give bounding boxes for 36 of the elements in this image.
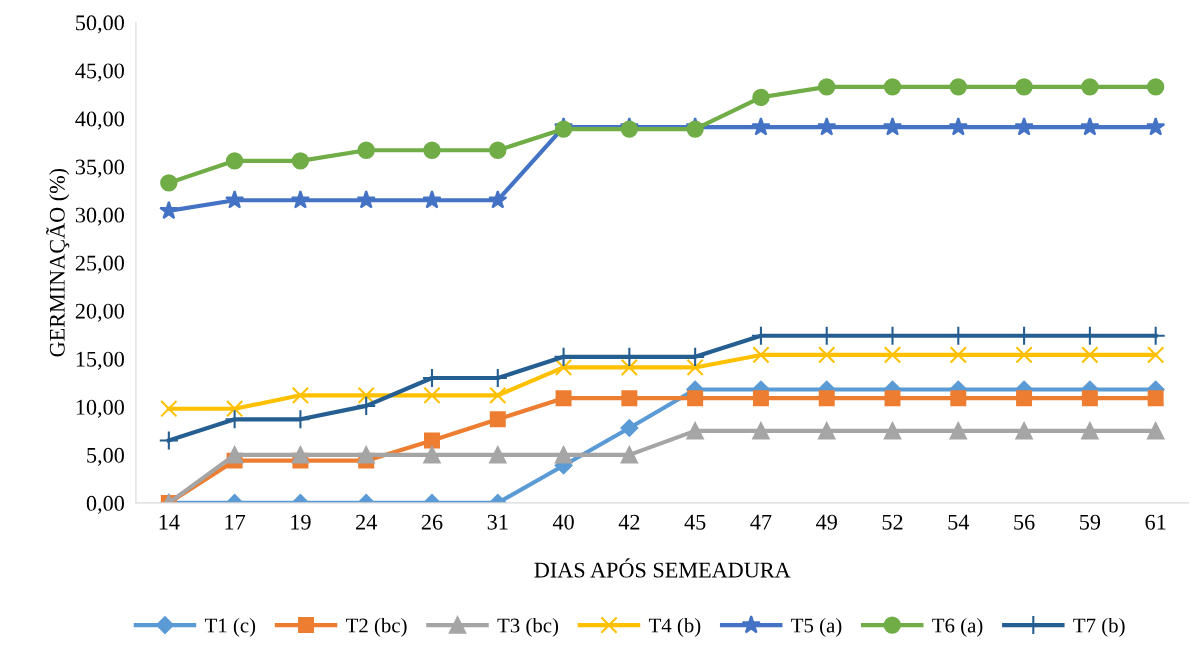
y-tick-label: 45,00 [75,63,124,82]
x-tick-label: 31 [487,514,508,530]
x-tick-label: 59 [1080,514,1101,530]
x-tick-label: 54 [948,514,970,530]
x-tick-label: 17 [225,514,246,530]
y-axis-title: GERMINAÇÃO (%) [46,168,70,357]
x-tick-label: 49 [816,514,837,530]
legend-label: T7 (b) [1073,617,1125,637]
y-tick-label: 35,00 [75,159,124,178]
legend-label: T3 (bc) [497,617,559,637]
x-tick-label: 26 [421,514,443,530]
x-tick-label: 40 [552,514,574,530]
y-tick-label: 10,00 [76,399,124,418]
y-tick-label: 30,00 [75,207,124,226]
y-tick-label: 15,00 [76,351,124,370]
y-tick-label: 40,00 [75,111,124,130]
y-tick-label: 5,00 [87,447,124,466]
x-tick-label: 56 [1014,514,1035,530]
x-axis-title: DIAS APÓS SEMEADURA [534,558,791,578]
x-tick-label: 47 [750,514,772,530]
x-tick-label: 45 [684,514,706,530]
x-tick-label: 52 [882,514,903,530]
legend-label: T6 (a) [932,617,983,637]
x-tick-label: 24 [356,514,377,530]
x-tick-label: 14 [159,514,180,530]
legend-label: T1 (c) [204,617,256,637]
y-tick-label: 0,00 [86,495,124,515]
y-tick-label: 20,00 [75,303,124,322]
x-tick-label: 61 [1145,514,1166,530]
legend-label: T5 (a) [791,617,842,637]
y-tick-label: 50,00 [76,15,124,34]
legend-label: T2 (bc) [346,617,407,637]
y-tick-label: 25,00 [75,255,124,274]
x-tick-label: 42 [618,514,640,530]
legend-label: T4 (b) [648,617,701,637]
x-tick-label: 19 [291,514,311,530]
